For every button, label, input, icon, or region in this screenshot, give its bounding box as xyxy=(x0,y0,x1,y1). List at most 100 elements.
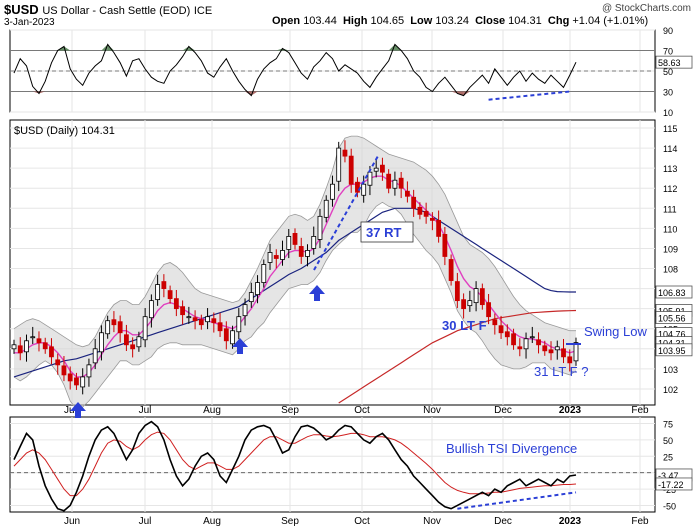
candle-body xyxy=(542,345,548,352)
candle-body xyxy=(342,149,348,157)
candle-body xyxy=(429,217,435,221)
ma-200-line xyxy=(338,309,577,404)
candle-body xyxy=(198,319,204,326)
candle-body xyxy=(417,206,423,215)
candle-body xyxy=(330,183,335,200)
candle-body xyxy=(42,342,48,350)
chart-date: 3-Jan-2023 xyxy=(4,17,55,28)
rsi-badge-value-box xyxy=(655,55,693,69)
candle-body xyxy=(55,359,61,366)
candle-body xyxy=(167,290,173,300)
x-tick-label-tsi: Aug xyxy=(203,516,221,526)
candle-body xyxy=(30,336,36,339)
y-tick-label: 10 xyxy=(663,108,673,118)
candle-body xyxy=(186,316,192,319)
cycle-low-arrow-icon xyxy=(70,402,86,418)
candle-body xyxy=(223,328,229,342)
tsi-divergence-label: Bullish TSI Divergence xyxy=(446,441,577,456)
candle-body xyxy=(305,250,310,257)
rsi-overbought-fill xyxy=(63,46,71,51)
high-value: 104.65 xyxy=(370,15,405,27)
candle-body xyxy=(49,346,54,358)
x-tick-label-tsi: Oct xyxy=(354,516,370,526)
candle-body xyxy=(386,173,392,189)
candle-body xyxy=(398,177,404,189)
candle-body xyxy=(442,234,448,257)
exchange-label: ICE xyxy=(193,5,213,17)
candle-body xyxy=(255,282,260,296)
candle-body xyxy=(136,336,142,348)
candle-body xyxy=(423,210,429,217)
x-tick-label-tsi: Jul xyxy=(139,516,152,526)
price-badge-value-box xyxy=(655,311,693,324)
y-tick-label: 90 xyxy=(663,26,673,36)
rsi-overbought-fill xyxy=(107,44,114,51)
y-tick-label: 111 xyxy=(663,204,677,214)
symbol-name: US Dollar - Cash Settle (EOD) xyxy=(42,5,191,17)
candle-body xyxy=(11,344,17,350)
candle-body xyxy=(105,320,111,335)
price-panel-title: $USD (Daily) 104.31 xyxy=(14,125,115,137)
close-label: Close xyxy=(475,15,506,27)
y-tick-label: 115 xyxy=(663,124,677,134)
candle-body xyxy=(467,300,473,307)
x-tick-label-tsi: 2023 xyxy=(559,516,582,526)
candle-body xyxy=(273,255,279,259)
candle-body xyxy=(323,199,329,218)
candle-body xyxy=(529,336,535,339)
candle-body xyxy=(74,377,79,386)
price-badge-value-box xyxy=(655,343,693,357)
candle-body xyxy=(267,252,273,263)
candle-body xyxy=(173,298,179,310)
symbol-label: $USD xyxy=(4,2,39,17)
lt-f-30-label: 30 LT F xyxy=(442,318,487,333)
candle-body xyxy=(573,342,579,362)
candle-body xyxy=(142,316,148,341)
bollinger-lower-line xyxy=(13,201,577,410)
y-tick-label: 50 xyxy=(663,436,673,446)
rsi-oversold-fill xyxy=(463,91,470,96)
candle-body xyxy=(180,306,186,316)
candle-body xyxy=(280,250,285,260)
candle-body xyxy=(473,288,479,304)
x-tick-label-tsi: Sep xyxy=(281,516,299,526)
ohlc-summary: Open 103.44 High 104.65 Low 103.24 Close… xyxy=(272,15,648,27)
candle-body xyxy=(92,348,98,364)
ma-50-line xyxy=(13,207,576,378)
candle-body xyxy=(567,356,573,364)
candle-body xyxy=(217,322,223,332)
candle-body xyxy=(261,264,267,283)
candle-body xyxy=(236,316,242,333)
rsi-overbought-fill xyxy=(276,48,283,51)
x-tick-label-price: 2023 xyxy=(559,405,582,416)
x-tick-label-tsi: Feb xyxy=(631,516,649,526)
candle-body xyxy=(67,373,73,382)
tsi-signal-line xyxy=(13,431,577,497)
y-tick-label: 113 xyxy=(663,164,677,174)
candle-body xyxy=(548,349,554,354)
tsi-line xyxy=(13,420,577,512)
lt-f-31-label: 31 LT F ? xyxy=(534,364,588,379)
candle-body xyxy=(348,155,354,185)
low-value: 103.24 xyxy=(435,15,469,27)
candle-body xyxy=(523,338,529,350)
price-badge-value-box xyxy=(655,285,693,299)
candle-body xyxy=(554,346,560,351)
rt-37-label-box xyxy=(360,221,414,243)
candle-body xyxy=(317,215,323,240)
y-tick-label: 114 xyxy=(663,144,677,154)
low-label: Low xyxy=(410,15,433,27)
candle-body xyxy=(511,333,516,346)
candle-body xyxy=(336,147,342,182)
candle-body xyxy=(117,321,123,334)
panel-frame-tsi xyxy=(9,416,656,513)
candle-body xyxy=(311,236,317,249)
price-badge-value: 103.95 xyxy=(658,346,686,356)
chg-label: Chg xyxy=(547,15,570,27)
rt-37-label: 37 RT xyxy=(366,225,401,240)
rt-37-trendline xyxy=(313,155,379,271)
y-tick-label: 30 xyxy=(663,88,673,98)
candle-body xyxy=(286,236,292,250)
candle-body xyxy=(211,318,217,324)
